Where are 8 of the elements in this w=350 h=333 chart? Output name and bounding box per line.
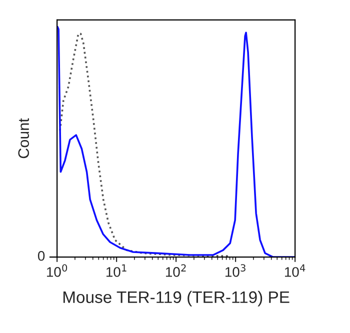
x-tick-label: 10$^{4}$ bbox=[285, 264, 306, 277]
x-axis-title: Mouse TER-119 (TER-119) PE bbox=[63, 290, 290, 306]
x-tick-label: 10$^{3}$ bbox=[226, 264, 246, 277]
x-tick-label: 10$^{2}$ bbox=[166, 264, 186, 277]
x-tick-label: 10$^{0}$ bbox=[47, 264, 68, 277]
text: 0 bbox=[38, 250, 45, 261]
y-axis-title: Count bbox=[18, 118, 30, 158]
x-tick-label: 10$^{1}$ bbox=[106, 264, 126, 277]
